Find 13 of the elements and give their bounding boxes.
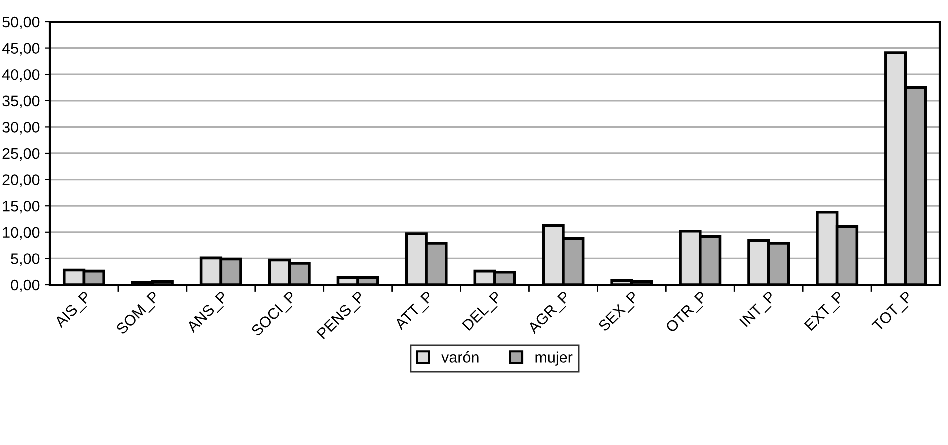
legend-label: mujer xyxy=(536,352,573,366)
y-tick-label: 50,00 xyxy=(2,16,40,30)
y-tick-label: 30,00 xyxy=(2,122,40,135)
y-tick-label: 0,00 xyxy=(11,280,40,292)
y-tick-label: 10,00 xyxy=(3,227,40,240)
y-tick-label: 5,00 xyxy=(11,254,40,266)
y-tick-label: 15,00 xyxy=(3,200,40,214)
y-tick-label: 20,00 xyxy=(2,174,40,188)
y-tick-label: 35,00 xyxy=(2,96,40,108)
y-tick-label: 40,00 xyxy=(2,69,40,82)
legend-label: varón xyxy=(442,352,479,363)
y-tick-label: 45,00 xyxy=(2,43,40,56)
y-tick-label: 25,00 xyxy=(2,148,40,161)
